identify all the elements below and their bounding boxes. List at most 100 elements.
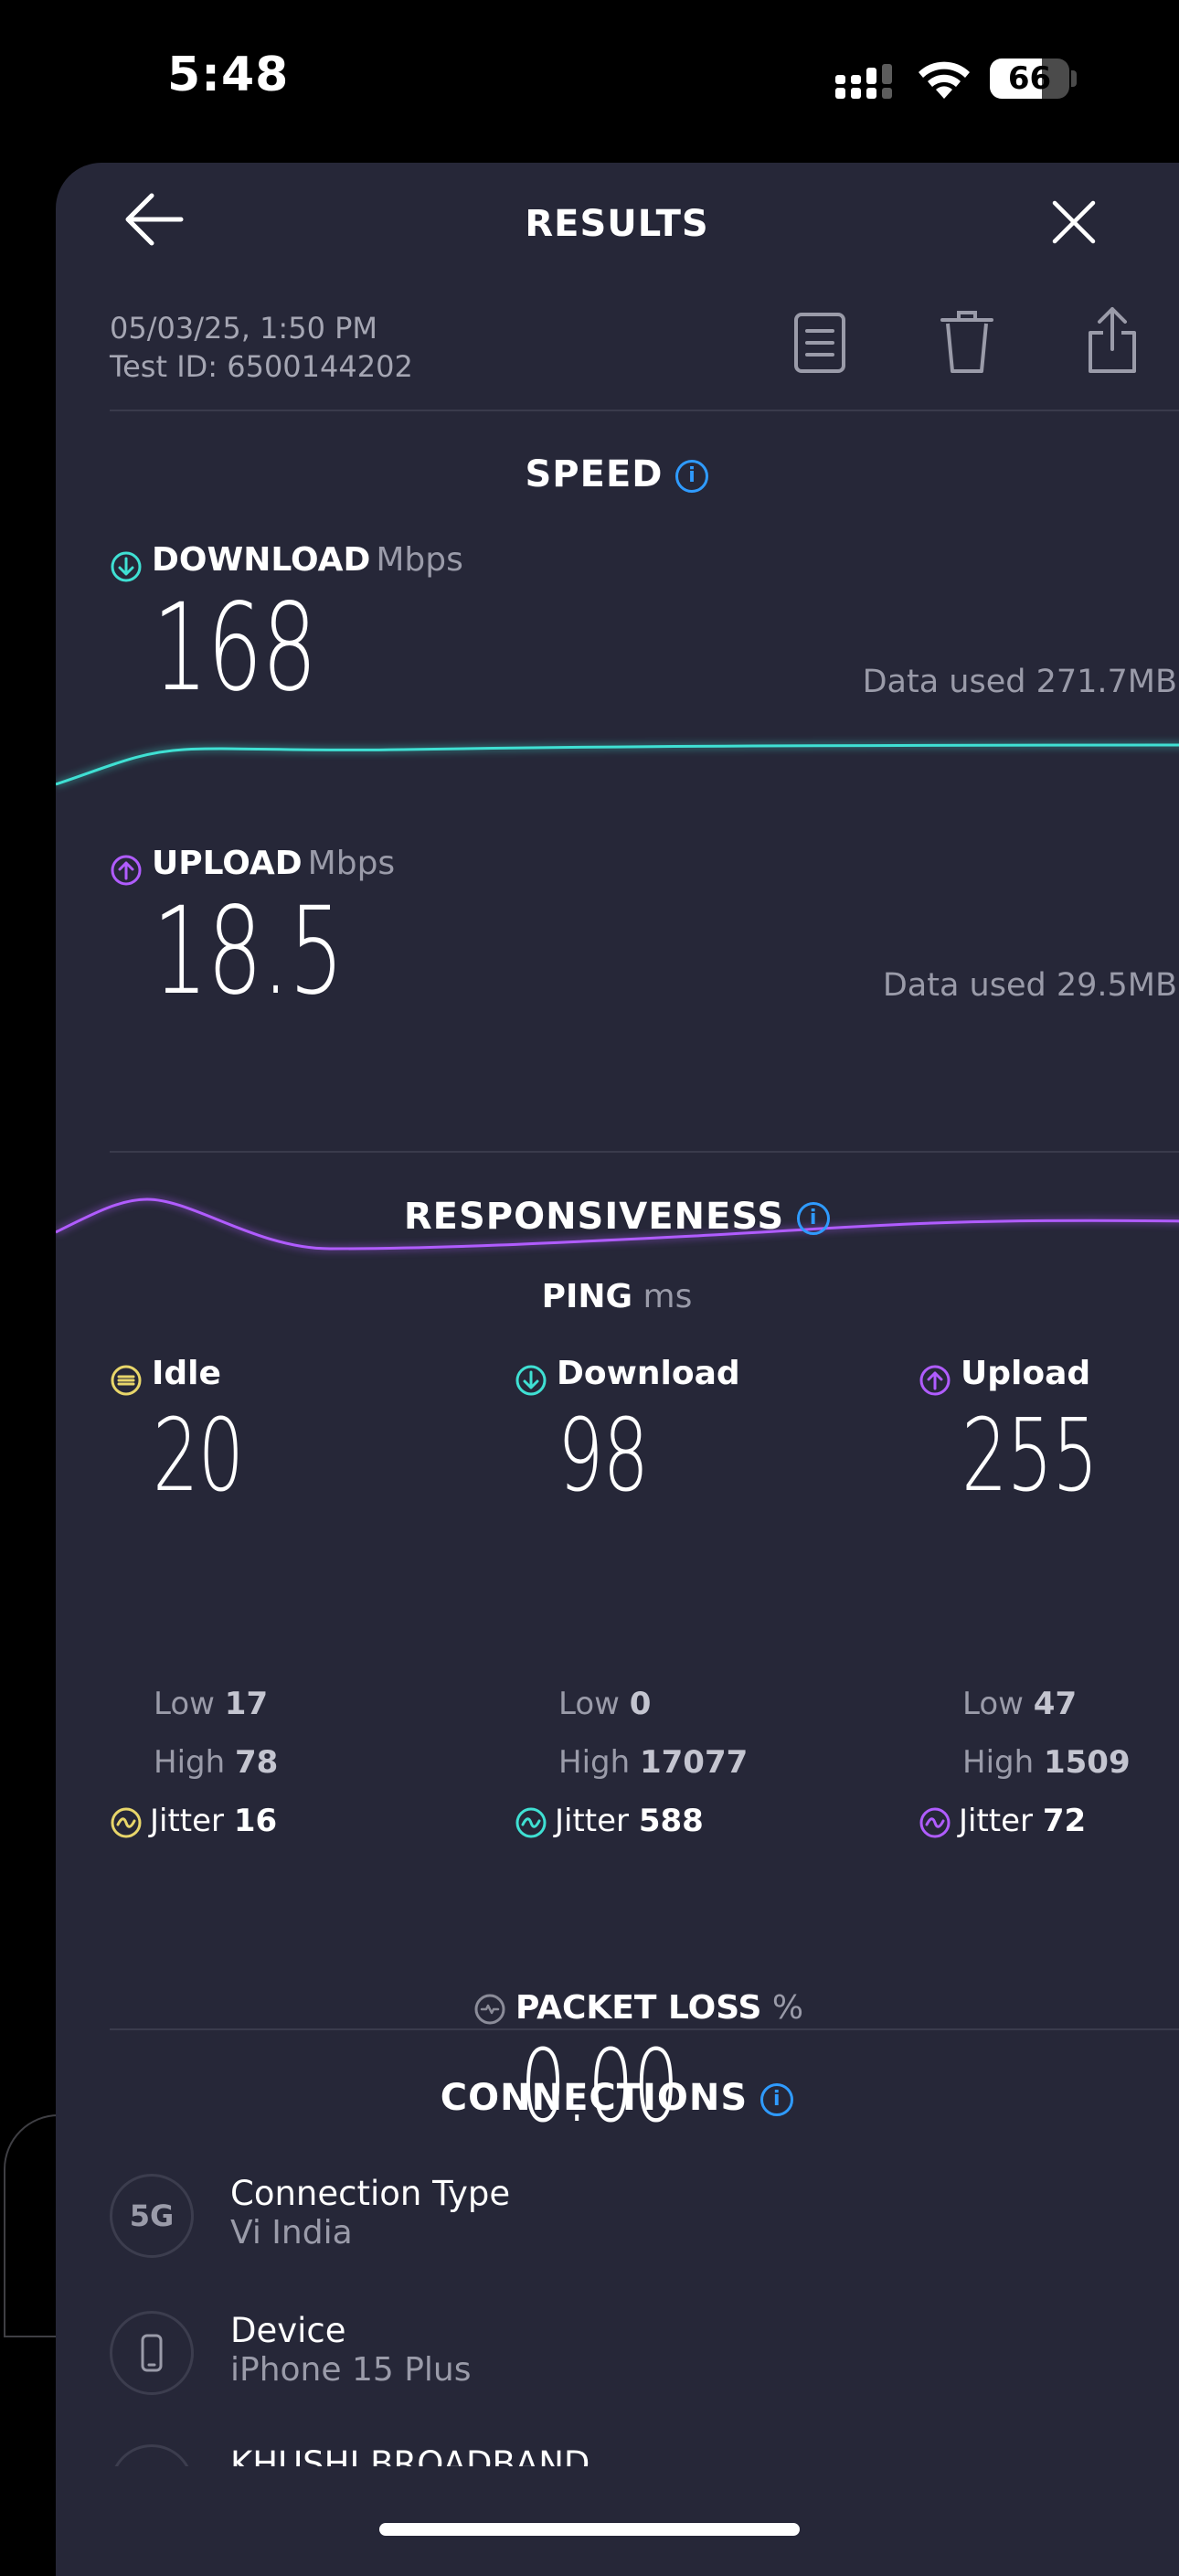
back-arrow-icon[interactable] (124, 192, 185, 247)
idle-jitter-label: Jitter (150, 1803, 225, 1839)
download-speed-graph (56, 741, 1179, 788)
trash-icon[interactable] (939, 307, 995, 377)
divider (110, 1151, 1179, 1153)
upload-jitter-value: 72 (1042, 1803, 1087, 1839)
download-high-value: 17077 (639, 1744, 749, 1781)
connection-type-value: Vi India (230, 2214, 353, 2251)
idle-low: Low 17 (154, 1686, 268, 1722)
upload-arrow-icon (919, 1365, 951, 1395)
ping-column-upload: Upload (919, 1355, 1090, 1397)
ping-column-download: Download (515, 1355, 740, 1397)
idle-jitter: Jitter 16 (110, 1803, 277, 1839)
download-speed-value: 168 (153, 578, 317, 719)
download-low-value: 0 (629, 1686, 652, 1722)
download-arrow-icon (515, 1365, 547, 1395)
packet-loss-header: PACKET LOSS % (473, 1989, 803, 2027)
upload-label: UPLOAD (152, 845, 303, 882)
speed-title: SPEED (525, 453, 664, 495)
download-jitter: Jitter 588 (515, 1803, 704, 1839)
ping-label: PING (541, 1278, 633, 1315)
jitter-wave-icon (111, 1807, 142, 1837)
packet-loss-icon (474, 1994, 505, 2025)
home-indicator[interactable] (379, 2523, 800, 2536)
wifi-icon (919, 61, 970, 99)
ping-unit: ms (643, 1278, 693, 1315)
download-ping-value: 98 (558, 1397, 649, 1514)
download-unit: Mbps (376, 541, 463, 579)
test-id: Test ID: 6500144202 (110, 349, 413, 384)
idle-low-value: 17 (224, 1686, 269, 1722)
upload-high-value: 1509 (1043, 1744, 1131, 1781)
battery-percentage: 66 (1007, 60, 1052, 97)
upload-jitter-label: Jitter (959, 1803, 1034, 1839)
jitter-wave-icon (515, 1807, 547, 1837)
upload-low-label: Low (962, 1686, 1024, 1722)
download-low-label: Low (558, 1686, 620, 1722)
phone-icon-circle (110, 2311, 194, 2395)
connections-title: CONNECTIONS (440, 2077, 749, 2119)
document-icon[interactable] (792, 311, 847, 375)
phone-icon (141, 2334, 163, 2372)
packet-loss-unit: % (771, 1989, 804, 2027)
download-jitter-value: 588 (638, 1803, 704, 1839)
connection-row-device: Device iPhone 15 Plus (56, 2311, 1179, 2402)
device-title: Device (230, 2311, 346, 2350)
upload-unit: Mbps (307, 845, 396, 882)
5g-icon: 5G (110, 2174, 194, 2258)
responsiveness-info-icon[interactable]: i (797, 1202, 831, 1235)
idle-high: High 78 (154, 1744, 278, 1781)
upload-low: Low 47 (962, 1686, 1077, 1722)
responsiveness-section-title: RESPONSIVENESS i (56, 1196, 1178, 1238)
upload-arrow-icon (111, 855, 142, 885)
ping-column-idle: Idle (110, 1355, 221, 1397)
download-high-label: High (558, 1744, 631, 1781)
idle-high-label: High (154, 1744, 226, 1781)
upload-data-used: Data used 29.5MB (882, 967, 1177, 1004)
idle-low-label: Low (154, 1686, 215, 1722)
upload-speed-value: 18.5 (153, 881, 344, 1022)
status-bar: 5:48 66 (0, 0, 1179, 155)
divider (110, 410, 1179, 411)
upload-speed-line (56, 1198, 1179, 1251)
packet-loss-label: PACKET LOSS (515, 1989, 762, 2027)
idle-label: Idle (152, 1355, 221, 1392)
share-icon[interactable] (1085, 303, 1140, 377)
divider (110, 2028, 1179, 2030)
download-header: DOWNLOAD Mbps (110, 541, 463, 583)
idle-header: Idle (110, 1355, 221, 1397)
idle-bolt-icon (111, 1365, 142, 1395)
connection-row-type: 5G Connection Type Vi India (56, 2174, 1179, 2265)
speed-info-icon[interactable]: i (675, 460, 709, 493)
packet-loss-value: 0.00 (520, 2028, 679, 2145)
download-arrow-icon (111, 551, 142, 581)
upload-low-value: 47 (1033, 1686, 1078, 1722)
5g-icon-text: 5G (129, 2198, 175, 2233)
connection-type-title: Connection Type (230, 2174, 511, 2213)
upload-ping-value: 255 (961, 1397, 1099, 1514)
download-high: High 17077 (558, 1744, 748, 1781)
upload-ping-label: Upload (961, 1355, 1091, 1392)
responsiveness-title: RESPONSIVENESS (403, 1196, 785, 1238)
page-title: RESULTS (525, 203, 709, 245)
connections-info-icon[interactable]: i (760, 2083, 794, 2116)
device-value: iPhone 15 Plus (230, 2351, 472, 2389)
status-time: 5:48 (167, 48, 290, 102)
battery-indicator: 66 (990, 59, 1069, 99)
results-sheet: RESULTS 05/03/25, 1:50 PM Test ID: 65001… (56, 163, 1179, 2576)
upload-high-label: High (962, 1744, 1035, 1781)
upload-header: UPLOAD Mbps (110, 845, 395, 887)
test-date: 05/03/25, 1:50 PM (110, 311, 377, 346)
download-speed-line (56, 743, 1179, 786)
cellular-signal-icon (835, 64, 892, 99)
idle-high-value: 78 (234, 1744, 279, 1781)
battery-tip (1071, 70, 1077, 87)
ping-header: PING ms (56, 1278, 1178, 1315)
download-jitter-label: Jitter (555, 1803, 630, 1839)
idle-ping-value: 20 (153, 1397, 244, 1514)
scroll-fade (56, 2466, 1179, 2576)
download-label: DOWNLOAD (152, 541, 371, 579)
battery-fill (990, 59, 1043, 99)
close-icon[interactable] (1051, 199, 1097, 245)
background-card-edge (4, 2114, 60, 2337)
upload-speed-graph (56, 1196, 1179, 1252)
